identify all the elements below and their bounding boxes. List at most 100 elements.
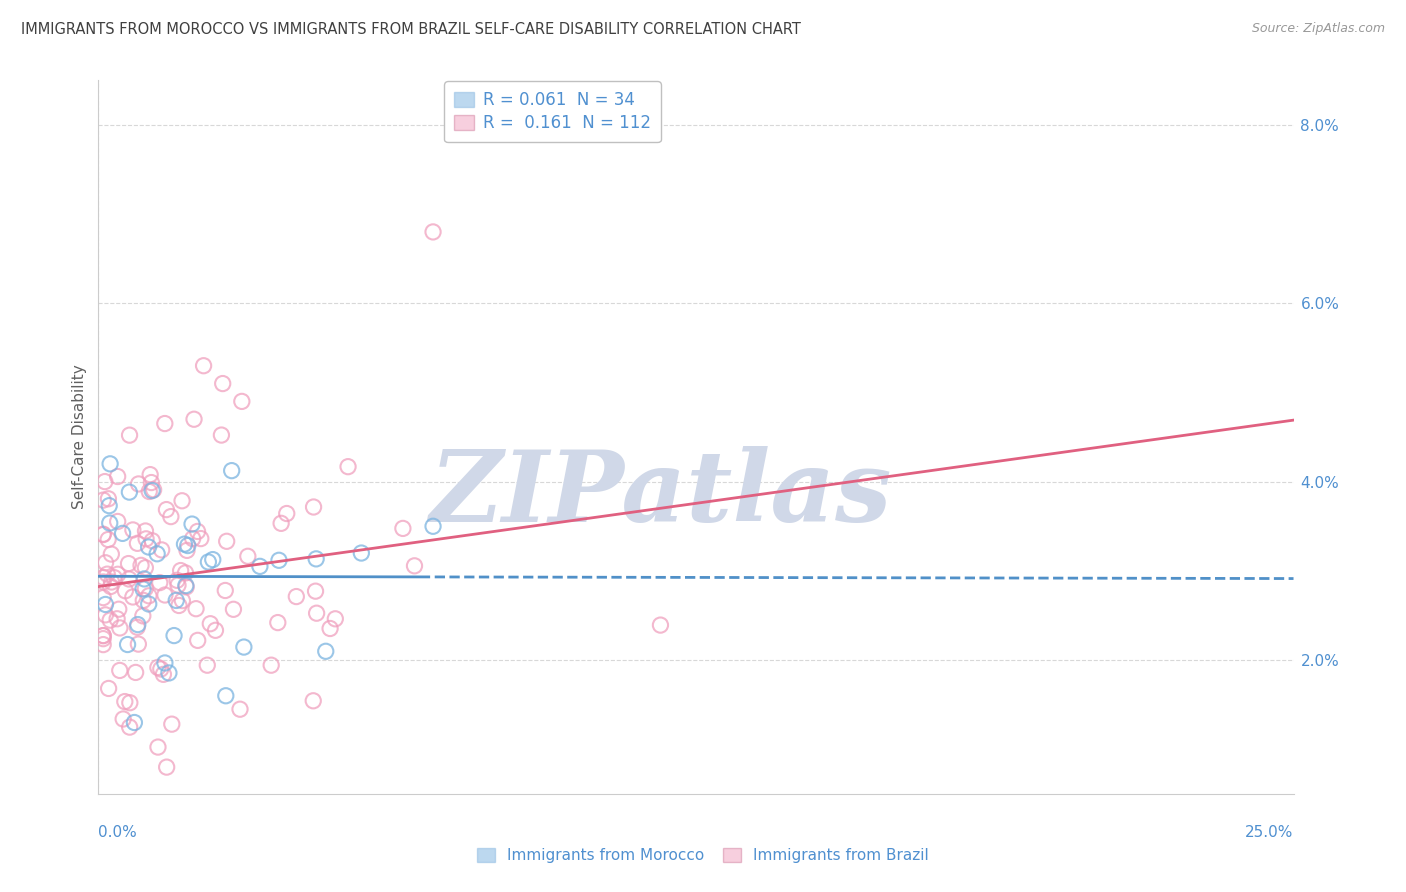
- Point: [163, 629, 186, 643]
- Point: [167, 578, 190, 592]
- Point: [98, 457, 121, 471]
- Point: [107, 469, 129, 483]
- Point: [138, 597, 160, 611]
- Point: [127, 536, 149, 550]
- Point: [174, 566, 197, 580]
- Point: [117, 638, 139, 652]
- Point: [97, 491, 120, 506]
- Text: Source: ZipAtlas.com: Source: ZipAtlas.com: [1251, 22, 1385, 36]
- Point: [222, 602, 245, 616]
- Point: [132, 608, 155, 623]
- Point: [204, 624, 226, 638]
- Point: [197, 555, 219, 569]
- Point: [249, 559, 271, 574]
- Point: [315, 644, 337, 658]
- Point: [184, 601, 207, 615]
- Point: [323, 612, 346, 626]
- Point: [121, 590, 143, 604]
- Point: [132, 582, 155, 596]
- Point: [118, 696, 141, 710]
- Point: [118, 572, 141, 586]
- Point: [142, 483, 165, 497]
- Point: [200, 616, 222, 631]
- Point: [100, 547, 122, 561]
- Point: [160, 509, 183, 524]
- Point: [103, 571, 125, 585]
- Point: [187, 633, 209, 648]
- Point: [114, 583, 136, 598]
- Point: [267, 553, 290, 567]
- Legend: R = 0.061  N = 34, R =  0.161  N = 112: R = 0.061 N = 34, R = 0.161 N = 112: [444, 81, 661, 143]
- Text: ZIPatlas: ZIPatlas: [429, 446, 891, 542]
- Point: [232, 640, 254, 654]
- Point: [98, 613, 121, 627]
- Point: [127, 620, 149, 634]
- Point: [193, 359, 215, 373]
- Point: [305, 606, 328, 620]
- Point: [146, 740, 169, 755]
- Point: [305, 552, 328, 566]
- Point: [97, 533, 120, 547]
- Point: [93, 570, 115, 584]
- Point: [91, 527, 114, 541]
- Point: [111, 526, 134, 541]
- Text: IMMIGRANTS FROM MOROCCO VS IMMIGRANTS FROM BRAZIL SELF-CARE DISABILITY CORRELATI: IMMIGRANTS FROM MOROCCO VS IMMIGRANTS FR…: [21, 22, 801, 37]
- Point: [128, 477, 150, 491]
- Point: [107, 515, 129, 529]
- Point: [337, 459, 360, 474]
- Point: [650, 618, 672, 632]
- Point: [118, 720, 141, 734]
- Point: [174, 580, 197, 594]
- Point: [141, 483, 163, 498]
- Point: [276, 507, 298, 521]
- Point: [302, 500, 325, 514]
- Point: [91, 591, 114, 605]
- Point: [134, 572, 156, 586]
- Point: [201, 552, 224, 566]
- Point: [215, 534, 238, 549]
- Point: [138, 589, 160, 603]
- Point: [166, 574, 188, 588]
- Point: [91, 574, 114, 589]
- Point: [211, 376, 233, 391]
- Point: [91, 629, 114, 643]
- Point: [221, 464, 243, 478]
- Point: [96, 567, 118, 582]
- Point: [134, 560, 156, 574]
- Point: [215, 689, 238, 703]
- Point: [209, 428, 232, 442]
- Point: [167, 599, 190, 613]
- Point: [422, 519, 444, 533]
- Point: [129, 558, 152, 573]
- Point: [165, 593, 187, 607]
- Point: [392, 521, 415, 535]
- Point: [236, 549, 259, 564]
- Point: [149, 575, 172, 590]
- Point: [134, 524, 156, 538]
- Point: [91, 632, 114, 646]
- Point: [152, 667, 174, 681]
- Point: [118, 485, 141, 500]
- Point: [91, 629, 114, 643]
- Point: [149, 662, 172, 676]
- Point: [134, 582, 156, 596]
- Point: [183, 412, 205, 426]
- Point: [146, 660, 169, 674]
- Point: [98, 516, 121, 530]
- Point: [114, 695, 136, 709]
- Point: [229, 702, 252, 716]
- Point: [319, 622, 342, 636]
- Point: [174, 578, 197, 592]
- Point: [304, 584, 326, 599]
- Point: [108, 621, 131, 635]
- Point: [118, 428, 141, 442]
- Point: [181, 517, 204, 532]
- Point: [157, 665, 180, 680]
- Point: [132, 593, 155, 607]
- Point: [122, 523, 145, 537]
- Point: [112, 712, 135, 726]
- Point: [169, 564, 191, 578]
- Point: [141, 533, 163, 548]
- Point: [91, 527, 114, 541]
- Point: [100, 574, 122, 589]
